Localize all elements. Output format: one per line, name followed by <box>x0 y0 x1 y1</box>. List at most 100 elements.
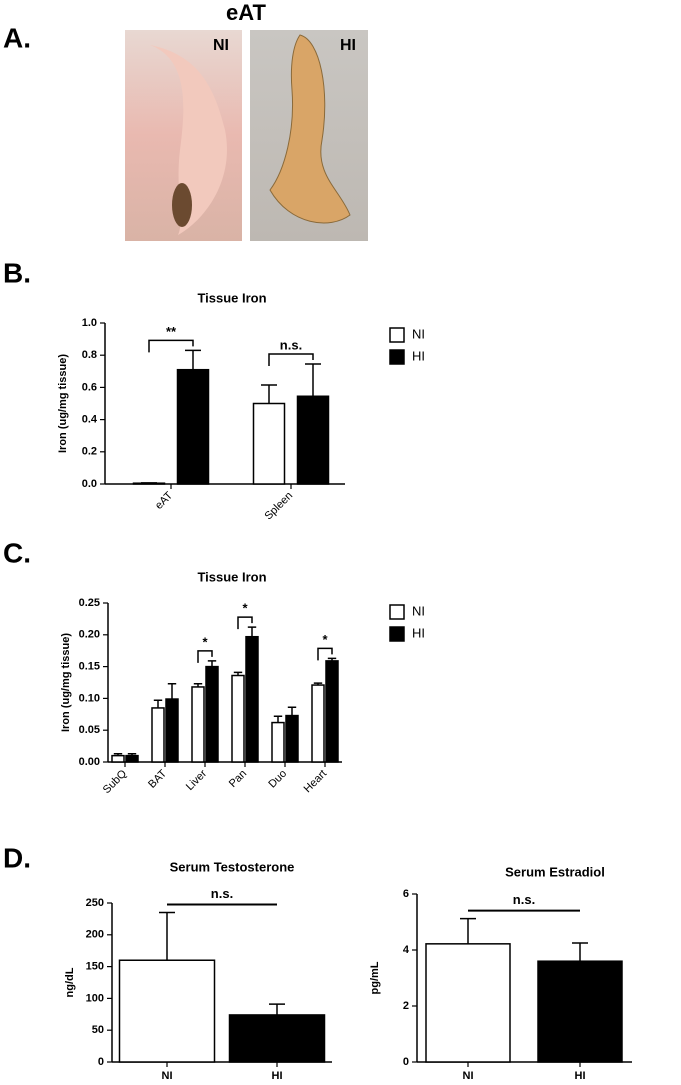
y-tick-label: 0 <box>98 1056 104 1068</box>
significance-bracket <box>268 353 314 367</box>
chart-title: Serum Testosterone <box>170 859 295 874</box>
error-bar <box>247 626 257 637</box>
y-tick-label: 0.25 <box>79 597 100 609</box>
error-bar <box>193 683 203 687</box>
y-tick-label: 0.05 <box>79 724 100 736</box>
x-tick-label: Pan <box>227 768 249 790</box>
y-tick-label: 50 <box>92 1024 104 1036</box>
error-bar <box>572 942 588 962</box>
y-tick-label: 0.00 <box>79 756 100 768</box>
y-tick-label: 100 <box>86 992 104 1004</box>
x-tick-label: NI <box>162 1070 173 1082</box>
legend-swatch <box>389 349 405 365</box>
y-axis-label: pg/mL <box>369 961 381 994</box>
significance-bracket <box>317 647 333 661</box>
bar <box>228 1014 326 1063</box>
error-bar <box>127 752 137 756</box>
legend-swatch <box>389 626 405 642</box>
y-tick-label: 0.0 <box>82 478 97 490</box>
error-bar <box>233 671 243 676</box>
legend-label: NI <box>412 326 425 341</box>
error-bar <box>167 683 177 700</box>
panel-label: B. <box>3 257 31 288</box>
photo-label: NI <box>213 37 229 54</box>
significance-bracket <box>148 339 194 353</box>
y-tick-label: 0 <box>403 1056 409 1068</box>
error-bar <box>113 752 123 756</box>
annotation: n.s. <box>513 892 535 907</box>
chart-title: Tissue Iron <box>197 290 266 305</box>
bar <box>271 721 285 763</box>
bar <box>111 754 125 763</box>
y-tick-label: 0.10 <box>79 692 100 704</box>
x-tick-label: SubQ <box>101 767 130 796</box>
y-axis-label: ng/dL <box>64 967 76 997</box>
annotation: * <box>322 632 328 647</box>
tissue-shape <box>150 45 227 235</box>
bar <box>285 714 299 763</box>
x-tick-label: Heart <box>302 768 330 796</box>
y-tick-label: 0.6 <box>82 381 97 393</box>
bar <box>165 698 179 763</box>
bar <box>118 959 216 1063</box>
legend-label: HI <box>412 625 425 640</box>
legend-label: NI <box>412 603 425 618</box>
bar <box>325 660 339 763</box>
bar <box>245 635 259 763</box>
bar <box>425 943 511 1063</box>
bar <box>296 395 330 485</box>
x-tick-label: NI <box>463 1070 474 1082</box>
bar <box>176 368 210 485</box>
x-tick-label: BAT <box>146 767 169 790</box>
error-bar <box>313 682 323 686</box>
tissue-shape <box>269 34 351 224</box>
y-tick-label: 1.0 <box>82 317 97 329</box>
bar <box>252 402 286 485</box>
error-bar <box>153 699 163 708</box>
y-tick-label: 6 <box>403 888 409 900</box>
panel-label: A. <box>3 22 31 53</box>
y-axis-label: Iron (ug/mg tissue) <box>60 633 72 732</box>
y-tick-label: 0.15 <box>79 661 100 673</box>
x-tick-label: Spleen <box>262 490 295 523</box>
tissue-shape <box>172 183 192 227</box>
panel-label: C. <box>3 537 31 568</box>
legend-swatch <box>389 327 405 343</box>
y-axis-label: Iron (ug/mg tissue) <box>57 354 69 453</box>
photo-label: HI <box>340 37 356 54</box>
error-bar <box>159 911 175 961</box>
significance-bracket <box>197 650 213 663</box>
annotation: n.s. <box>280 337 302 352</box>
annotation: * <box>202 634 208 649</box>
error-bar <box>305 363 321 397</box>
bar <box>537 960 623 1063</box>
legend-label: HI <box>412 348 425 363</box>
y-tick-label: 250 <box>86 897 104 909</box>
y-tick-label: 200 <box>86 929 104 941</box>
annotation: ** <box>166 324 177 339</box>
bar <box>191 686 205 763</box>
y-tick-label: 0.2 <box>82 446 97 458</box>
annotation: * <box>242 601 248 616</box>
error-bar <box>327 657 337 661</box>
bar <box>205 665 219 763</box>
error-bar <box>207 660 217 667</box>
y-tick-label: 0.4 <box>82 414 98 426</box>
annotation: n.s. <box>211 886 233 901</box>
y-tick-label: 4 <box>403 944 410 956</box>
error-bar <box>269 1003 285 1015</box>
bar <box>231 674 245 763</box>
x-tick-label: HI <box>272 1070 283 1082</box>
y-tick-label: 150 <box>86 961 104 973</box>
error-bar <box>273 715 283 723</box>
error-bar <box>261 384 277 404</box>
significance-bracket <box>237 616 253 630</box>
bar <box>311 684 325 763</box>
y-tick-label: 0.8 <box>82 349 97 361</box>
x-tick-label: Duo <box>266 768 289 791</box>
y-tick-label: 0.20 <box>79 629 100 641</box>
chart-title: Tissue Iron <box>197 569 266 584</box>
x-tick-label: HI <box>575 1070 586 1082</box>
x-tick-label: eAT <box>153 489 175 511</box>
